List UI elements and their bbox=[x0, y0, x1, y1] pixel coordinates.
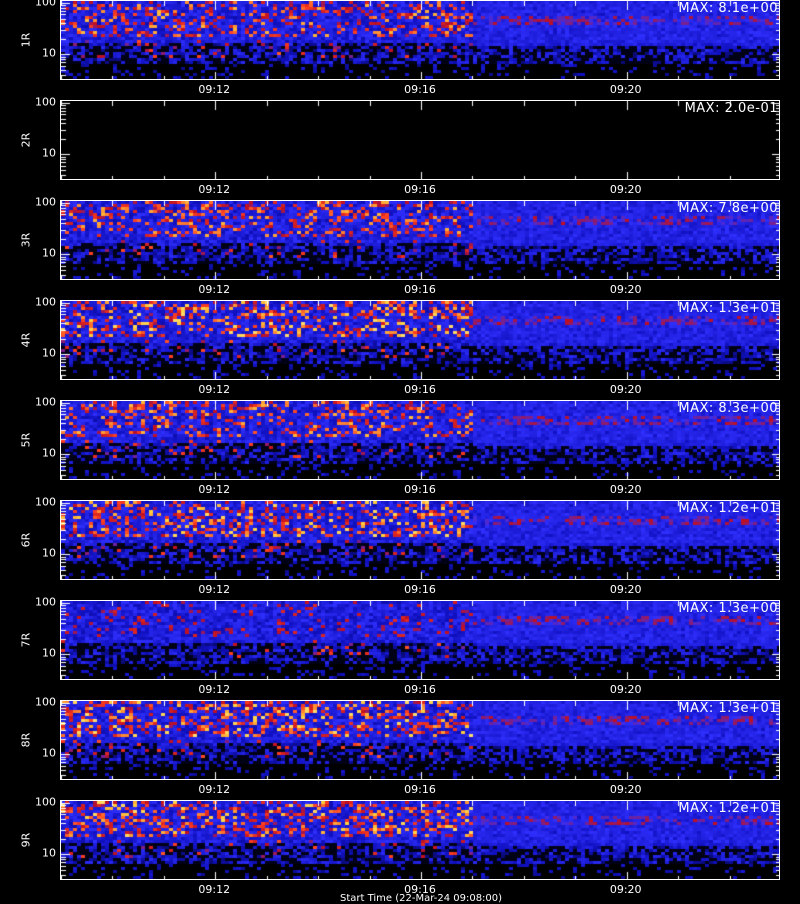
x-tick-label: 09:16 bbox=[404, 83, 436, 96]
spectrogram-heatmap bbox=[61, 601, 779, 679]
spectrogram-heatmap bbox=[61, 101, 779, 179]
spectrogram-plot bbox=[60, 600, 780, 680]
x-tick-label: 09:12 bbox=[198, 483, 231, 496]
y-axis-label: 4R bbox=[19, 332, 33, 348]
max-value-label: MAX: 8.3e+00 bbox=[678, 401, 778, 416]
x-tick-label: 09:16 bbox=[404, 583, 436, 596]
y-tick-label: 10 bbox=[42, 246, 56, 260]
x-tick-label: 09:12 bbox=[198, 383, 231, 396]
x-tick-label: 09:16 bbox=[404, 883, 436, 896]
x-tick-label: 09:12 bbox=[198, 83, 231, 96]
spectrogram-plot bbox=[60, 200, 780, 280]
x-tick-label: 09:12 bbox=[198, 683, 231, 696]
x-tick-label: 09:20 bbox=[609, 883, 642, 896]
x-tick-label: 09:20 bbox=[609, 283, 642, 296]
y-tick-label: 10 bbox=[42, 746, 56, 760]
x-tick-label: 09:12 bbox=[198, 783, 231, 796]
y-tick-label: 10 bbox=[42, 846, 56, 860]
y-tick-label: 100 bbox=[35, 195, 56, 209]
panel-4R: 4R 100 10 MAX: 1.3e+01 09:12 09:16 09:20 bbox=[0, 296, 800, 400]
y-tick-label: 100 bbox=[35, 695, 56, 709]
y-tick-label: 100 bbox=[35, 595, 56, 609]
x-tick-label: 09:12 bbox=[198, 583, 231, 596]
x-tick-label: 09:12 bbox=[198, 883, 231, 896]
panel-6R: 6R 100 10 MAX: 1.2e+01 09:12 09:16 09:20 bbox=[0, 496, 800, 600]
y-axis-label: 1R bbox=[19, 32, 33, 48]
spectrogram-plot bbox=[60, 400, 780, 480]
panel-2R: 2R 100 10 MAX: 2.0e-01 09:12 09:16 09:20 bbox=[0, 96, 800, 200]
max-value-label: MAX: 1.3e+01 bbox=[678, 701, 778, 716]
x-tick-label: 09:12 bbox=[198, 183, 231, 196]
y-axis-label: 5R bbox=[19, 432, 33, 448]
spectrogram-plot bbox=[60, 500, 780, 580]
x-tick-label: 09:16 bbox=[404, 683, 436, 696]
x-tick-label: 09:20 bbox=[609, 83, 642, 96]
y-tick-label: 10 bbox=[42, 646, 56, 660]
y-tick-label: 10 bbox=[42, 546, 56, 560]
spectrogram-heatmap bbox=[61, 301, 779, 379]
spectrogram-plot bbox=[60, 300, 780, 380]
panel-8R: 8R 100 10 MAX: 1.3e+01 09:12 09:16 09:20 bbox=[0, 696, 800, 800]
y-tick-label: 10 bbox=[42, 446, 56, 460]
y-tick-label: 100 bbox=[35, 0, 56, 9]
spectrogram-heatmap bbox=[61, 1, 779, 79]
panel-7R: 7R 100 10 MAX: 1.3e+00 09:12 09:16 09:20 bbox=[0, 596, 800, 700]
y-tick-label: 100 bbox=[35, 495, 56, 509]
max-value-label: MAX: 8.1e+00 bbox=[678, 1, 778, 16]
panel-9R: 9R 100 10 MAX: 1.2e+01 09:12 09:16 09:20 bbox=[0, 796, 800, 900]
max-value-label: MAX: 7.8e+00 bbox=[678, 201, 778, 216]
max-value-label: MAX: 1.2e+01 bbox=[678, 801, 778, 816]
spectrogram-heatmap bbox=[61, 401, 779, 479]
y-tick-label: 10 bbox=[42, 46, 56, 60]
x-tick-label: 09:20 bbox=[609, 483, 642, 496]
y-axis-label: 2R bbox=[19, 132, 33, 148]
y-axis-label: 7R bbox=[19, 632, 33, 648]
y-tick-label: 10 bbox=[42, 346, 56, 360]
x-tick-label: 09:16 bbox=[404, 783, 436, 796]
y-tick-label: 10 bbox=[42, 146, 56, 160]
max-value-label: MAX: 1.3e+00 bbox=[678, 601, 778, 616]
spectrogram-plot bbox=[60, 0, 780, 80]
x-tick-label: 09:20 bbox=[609, 183, 642, 196]
x-tick-label: 09:16 bbox=[404, 483, 436, 496]
panel-1R: 1R 100 10 MAX: 8.1e+00 09:12 09:16 09:20 bbox=[0, 0, 800, 100]
spectrogram-plot bbox=[60, 700, 780, 780]
x-tick-label: 09:20 bbox=[609, 583, 642, 596]
panel-3R: 3R 100 10 MAX: 7.8e+00 09:12 09:16 09:20 bbox=[0, 196, 800, 300]
x-tick-label: 09:20 bbox=[609, 783, 642, 796]
x-axis-title: Start Time (22-Mar-24 09:08:00) bbox=[340, 893, 503, 904]
y-tick-label: 100 bbox=[35, 295, 56, 309]
spectrogram-plot bbox=[60, 800, 780, 880]
panel-5R: 5R 100 10 MAX: 8.3e+00 09:12 09:16 09:20 bbox=[0, 396, 800, 500]
x-tick-label: 09:20 bbox=[609, 683, 642, 696]
spectrogram-heatmap bbox=[61, 501, 779, 579]
y-axis-label: 9R bbox=[19, 832, 33, 848]
max-value-label: MAX: 2.0e-01 bbox=[684, 101, 778, 116]
max-value-label: MAX: 1.2e+01 bbox=[678, 501, 778, 516]
spectrogram-heatmap bbox=[61, 801, 779, 879]
spectrogram-heatmap bbox=[61, 701, 779, 779]
y-tick-label: 100 bbox=[35, 395, 56, 409]
spectrogram-plot bbox=[60, 100, 780, 180]
x-tick-label: 09:16 bbox=[404, 183, 436, 196]
y-axis-label: 3R bbox=[19, 232, 33, 248]
y-axis-label: 8R bbox=[19, 732, 33, 748]
x-tick-label: 09:16 bbox=[404, 383, 436, 396]
max-value-label: MAX: 1.3e+01 bbox=[678, 301, 778, 316]
spectrogram-heatmap bbox=[61, 201, 779, 279]
y-tick-label: 100 bbox=[35, 795, 56, 809]
y-axis-label: 6R bbox=[19, 532, 33, 548]
x-tick-label: 09:12 bbox=[198, 283, 231, 296]
x-tick-label: 09:20 bbox=[609, 383, 642, 396]
y-tick-label: 100 bbox=[35, 95, 56, 109]
x-tick-label: 09:16 bbox=[404, 283, 436, 296]
